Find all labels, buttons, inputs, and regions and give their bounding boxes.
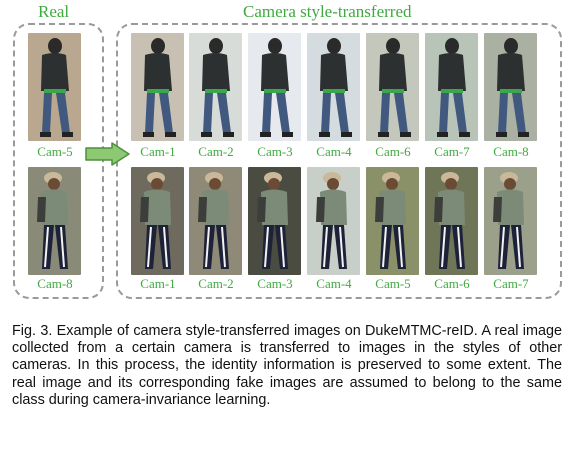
transferred-photo-row2 [484,167,537,275]
cam-label-row2: Cam-2 [198,276,234,291]
transferred-photo-row1 [131,33,184,141]
cam-label-row2: Cam-5 [375,276,411,291]
cam-label-row1: Cam-8 [493,144,529,159]
transferred-photo-row1 [484,33,537,141]
transferred-photo-row1 [248,33,301,141]
cam-label-row2: Cam-3 [257,276,293,291]
transferred-photo-row2 [366,167,419,275]
cam-label-row1: Cam-3 [257,144,293,159]
transferred-photo-row2 [425,167,478,275]
cam-label-row2: Cam-4 [316,276,352,291]
figure-caption: Fig. 3. Example of camera style-transfer… [12,323,562,408]
real-cam-label-row1: Cam-5 [37,144,73,159]
cam-label-row2: Cam-6 [434,276,470,291]
cam-label-row2: Cam-7 [493,276,529,291]
cam-label-row1: Cam-1 [140,144,176,159]
transferred-photo-row1 [425,33,478,141]
right-arrow-icon [85,142,130,166]
real-images-box [13,23,104,299]
cam-label-row1: Cam-4 [316,144,352,159]
cam-label-row1: Cam-2 [198,144,234,159]
real-cam-label-row2: Cam-8 [37,276,73,291]
cam-label-row1: Cam-7 [434,144,470,159]
transferred-photo-row1 [366,33,419,141]
real-photo-row1 [28,33,81,141]
transferred-photo-row1 [189,33,242,141]
real-header: Real [38,2,70,21]
transferred-photo-row2 [307,167,360,275]
cam-label-row2: Cam-1 [140,276,176,291]
real-photo-row2 [28,167,81,275]
cam-label-row1: Cam-6 [375,144,411,159]
transferred-photo-row2 [131,167,184,275]
transferred-photo-row2 [248,167,301,275]
transferred-photo-row2 [189,167,242,275]
transferred-photo-row1 [307,33,360,141]
transferred-header: Camera style-transferred [243,2,412,21]
